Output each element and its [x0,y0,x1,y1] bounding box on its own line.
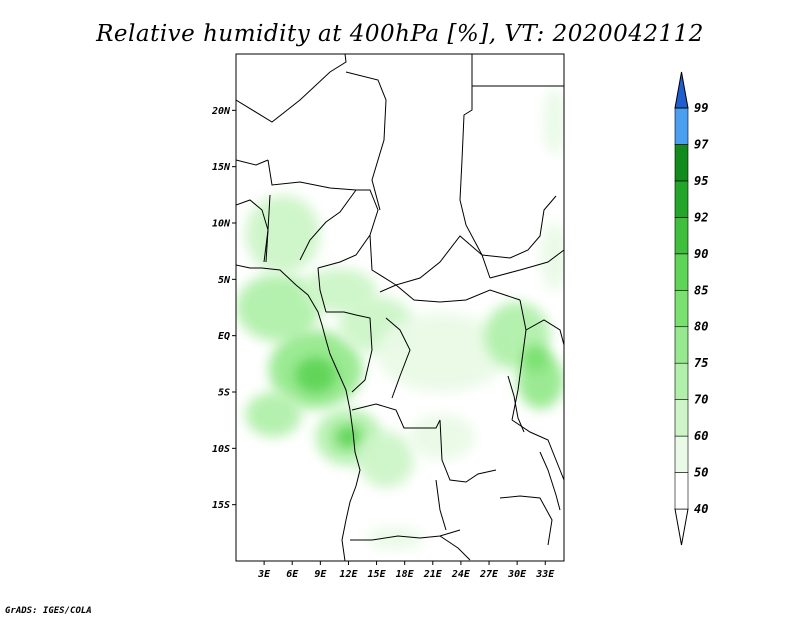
border-mali-burkina [236,159,269,166]
border-angola-north [351,403,441,429]
colorbar-label: 40 [694,502,708,516]
border-chad-car [369,234,483,286]
longitude-axis: 3E 6E 9E 12E 15E 18E 21E 24E 27E 30E 33E [257,561,555,580]
border-south-sudan [481,195,557,259]
colorbar-segment [674,253,689,291]
humidity-area-7 [376,313,508,393]
lon-tick-label: 6E [286,569,299,580]
border-angola-east [439,419,497,483]
border-malawi [539,451,561,511]
colorbar-label: 92 [694,210,708,224]
colorbar-segment [674,107,689,145]
lat-tick-label: EQ [218,331,230,342]
border-uganda [525,319,564,346]
border-lake-tanganyika [507,375,525,433]
border-nigeria-cameroon [299,189,357,261]
border-niger-nigeria [267,159,379,269]
lon-tick-label: 27E [479,569,499,580]
humidity-area-17 [540,223,564,291]
humidity-area-15 [367,527,424,550]
colorbar-bottom-arrow [674,508,689,546]
border-cameroon [317,267,327,313]
colorbar-label: 70 [694,393,708,407]
country-borders [236,54,564,561]
border-tanzania-south [511,419,564,481]
humidity-area-4 [245,392,302,438]
lon-tick-label: 33E [535,569,555,580]
credit-text: GrADS: IGES/COLA [5,606,92,616]
border-gabon-congo [326,311,373,393]
colorbar-label: 75 [694,356,708,370]
border-togo-benin [265,194,271,263]
colorbar-top-arrow [674,71,689,109]
border-zambia [435,479,447,531]
border-north-africa [236,54,347,123]
colorbar-label: 60 [694,429,708,443]
humidity-area-0 [236,273,321,342]
colorbar-segment [674,144,689,182]
border-west-africa [236,199,269,263]
colorbar-segment [674,217,689,255]
lon-tick-label: 24E [451,569,471,580]
humidity-area-12 [335,425,362,449]
border-mozambique [499,495,553,546]
border-chad-libya [345,71,387,211]
humidity-area-3 [245,194,321,274]
lon-tick-label: 30E [507,569,527,580]
colorbar-segment [674,472,689,510]
colorbar-label: 90 [694,247,708,261]
chart-title: Relative humidity at 400hPa [%], VT: 202… [95,21,704,47]
latitude-axis: 20N 15N 10N 5N EQ 5S 10S 15S [211,106,236,511]
colorbar-label: 99 [694,101,708,115]
lat-tick-label: 15N [212,162,231,173]
lon-tick-label: 12E [339,569,358,580]
humidity-area-2 [295,357,337,394]
lat-tick-label: 10S [212,444,230,455]
colorbar-label: 95 [694,174,708,188]
colorbar-label: 85 [694,283,708,297]
humidity-area-13 [357,431,415,488]
lon-tick-label: 3E [257,569,271,580]
border-angola-south [350,529,461,541]
lon-tick-label: 18E [396,569,415,580]
colorbar-segment [674,326,689,364]
colorbar-label: 50 [694,466,708,480]
colorbar-segment [674,180,689,218]
humidity-area-14 [409,414,475,460]
border-drc-east [511,299,527,421]
colorbar-legend: 40 50 60 70 75 80 85 90 92 95 97 99 [674,71,709,546]
humidity-field [236,87,564,550]
colorbar-segment [674,435,689,473]
colorbar-label: 80 [694,320,708,334]
colorbar-segment [674,289,689,328]
lon-tick-label: 21E [423,569,443,580]
border-kenya-ethiopia [489,249,564,279]
colorbar-label: 97 [694,137,709,151]
lat-tick-label: 5S [218,388,230,399]
humidity-area-16 [543,87,564,156]
border-congo-drc [385,317,411,399]
colorbar-segment [674,399,689,437]
lon-tick-label: 15E [368,569,387,580]
colorbar-segment [674,362,689,400]
humidity-area-10 [522,344,550,372]
lat-tick-label: 5N [218,275,231,286]
lat-tick-label: 15S [212,500,230,511]
border-car-drc [379,284,521,303]
lon-tick-label: 9E [314,569,327,580]
lat-tick-label: 20N [211,106,231,117]
border-sudan-egypt [459,54,491,279]
map-frame: 20N 15N 10N 5N EQ 5S 10S 15S 3E 6E 9E 12E 15E 18E 21E… [211,53,565,580]
lat-tick-label: 10N [212,219,231,230]
border-botswana [439,535,471,561]
coastline-west [236,264,361,561]
